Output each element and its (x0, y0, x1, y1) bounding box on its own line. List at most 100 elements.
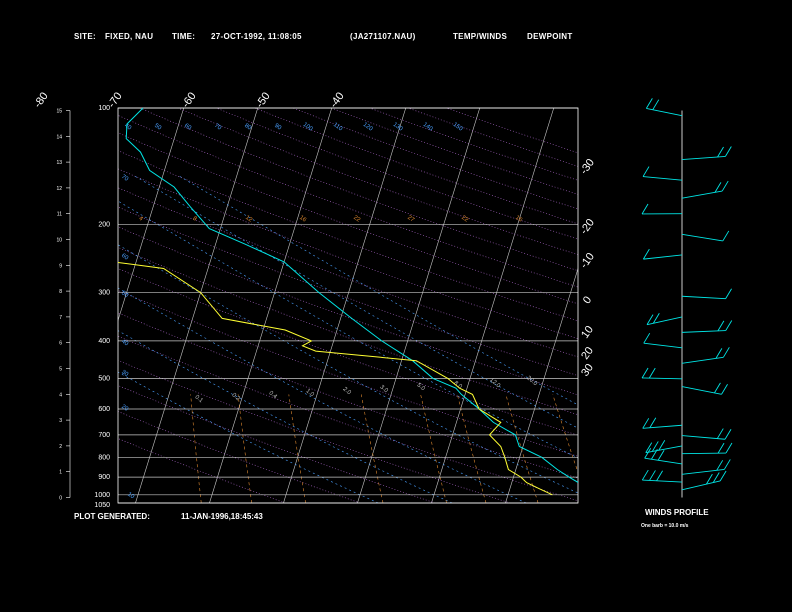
wind-barb (641, 367, 649, 379)
top-isotherm-label: -40 (328, 90, 347, 110)
isotherm-line (0, 108, 110, 503)
mixing-ratio-line (552, 394, 578, 474)
mixing-ratio-label: 1.0 (305, 388, 316, 398)
wind-barb (723, 459, 731, 470)
wind-barb (725, 320, 733, 331)
wind-barb (652, 99, 660, 110)
theta-label: 70 (213, 123, 222, 132)
mixing-ratio-label: 0.1 (194, 394, 205, 404)
wind-barb (645, 98, 653, 109)
wind-barb (717, 146, 724, 158)
wind-barb (716, 428, 724, 439)
wind-barb (716, 460, 724, 471)
upper-mixing-label: 22 (352, 215, 361, 224)
wind-barb (649, 417, 657, 428)
pressure-label: 400 (98, 338, 110, 345)
wind-shaft (681, 295, 726, 300)
mixing-ratio-line (190, 394, 202, 503)
pressure-label: 1000 (94, 492, 110, 499)
isotherm-line (209, 108, 333, 503)
theta-label: 80 (243, 123, 252, 132)
isotherm-line (357, 108, 481, 503)
mixing-ratio-line (361, 394, 384, 503)
mixing-ratio-line (457, 394, 487, 503)
isotherm-line (118, 108, 185, 322)
height-tick-label: 9 (59, 263, 62, 269)
dry-adiabat (118, 168, 578, 340)
dry-adiabat (118, 268, 578, 436)
pressure-label: 500 (98, 375, 110, 382)
mixing-ratio-label: 3.0 (379, 384, 390, 394)
winds-profile (641, 98, 733, 498)
dry-adiabat (118, 226, 578, 396)
mixing-ratio-line (595, 394, 634, 503)
wind-shaft (681, 330, 726, 333)
isotherm-line (579, 108, 701, 503)
dry-adiabat (292, 108, 578, 210)
wind-barb (721, 180, 729, 192)
wind-barb (725, 442, 733, 454)
mixing-ratio-line (420, 394, 447, 503)
right-isotherm-label: 20 (579, 345, 596, 362)
right-isotherm-label: -30 (578, 157, 597, 177)
isotherm-line (0, 108, 36, 503)
theta-label: 140 (422, 122, 434, 133)
isotherm-line (135, 108, 259, 503)
height-tick-label: 11 (57, 212, 62, 218)
theta-label: 100 (302, 122, 314, 133)
wind-barb (717, 320, 725, 332)
moist-adiabat (118, 287, 527, 503)
dry-adiabat (118, 290, 578, 457)
dry-adiabat (139, 108, 578, 272)
left-theta-label: 40 (120, 339, 129, 348)
top-isotherm-label: -80 (32, 90, 51, 110)
height-tick-label: 2 (59, 444, 62, 450)
upper-mixing-label: 8 (191, 216, 198, 223)
left-theta-label: 10 (126, 492, 135, 501)
height-tick-label: 12 (56, 186, 62, 192)
right-isotherm-label: 0 (581, 294, 594, 306)
wind-barb (714, 182, 722, 193)
time-label: TIME: (172, 32, 196, 41)
height-tick-label: 5 (59, 367, 62, 373)
dry-adiabat (118, 335, 578, 502)
wind-shaft (681, 480, 721, 491)
theta-label: 90 (273, 123, 282, 132)
height-tick-label: 14 (56, 134, 62, 140)
theta-label: 40 (123, 123, 132, 132)
wind-barb (715, 348, 723, 359)
dry-adiabat (407, 108, 578, 167)
right-isotherm-label: 30 (579, 362, 596, 379)
upper-mixing-label: 16 (298, 215, 307, 224)
dry-adiabat (118, 385, 436, 503)
upper-mixing-label: 16 (514, 215, 523, 224)
left-theta-label: 50 (120, 290, 129, 299)
moist-adiabat (118, 371, 379, 503)
left-theta-label: 20 (120, 404, 129, 413)
dry-adiabat (118, 360, 511, 503)
file-name: (JA271107.NAU) (350, 32, 416, 41)
plot-generated-label: PLOT GENERATED: (74, 512, 150, 521)
wind-barb (652, 313, 660, 324)
wind-barb (714, 382, 721, 394)
pressure-label: 600 (98, 406, 110, 413)
height-tick-label: 0 (59, 496, 62, 502)
dry-adiabat (118, 247, 578, 416)
wind-barb (719, 470, 727, 482)
wind-barb (657, 450, 665, 461)
pressure-label: 100 (98, 105, 110, 112)
top-isotherm-label: -50 (254, 90, 273, 110)
mixing-ratio-label: 8.0 (453, 380, 464, 390)
wind-shaft (681, 452, 726, 455)
wind-barb (649, 470, 656, 481)
wind-barb (717, 442, 725, 454)
theta-label: 110 (332, 122, 344, 133)
site-value: FIXED, NAU (105, 32, 154, 41)
wind-shaft (642, 176, 683, 181)
mixing-ratio-line (288, 394, 306, 503)
mixing-ratio-line (237, 394, 252, 503)
plot-area (0, 108, 701, 503)
wind-shaft (642, 479, 683, 483)
wind-shaft (681, 156, 726, 160)
wind-barb (706, 473, 713, 485)
